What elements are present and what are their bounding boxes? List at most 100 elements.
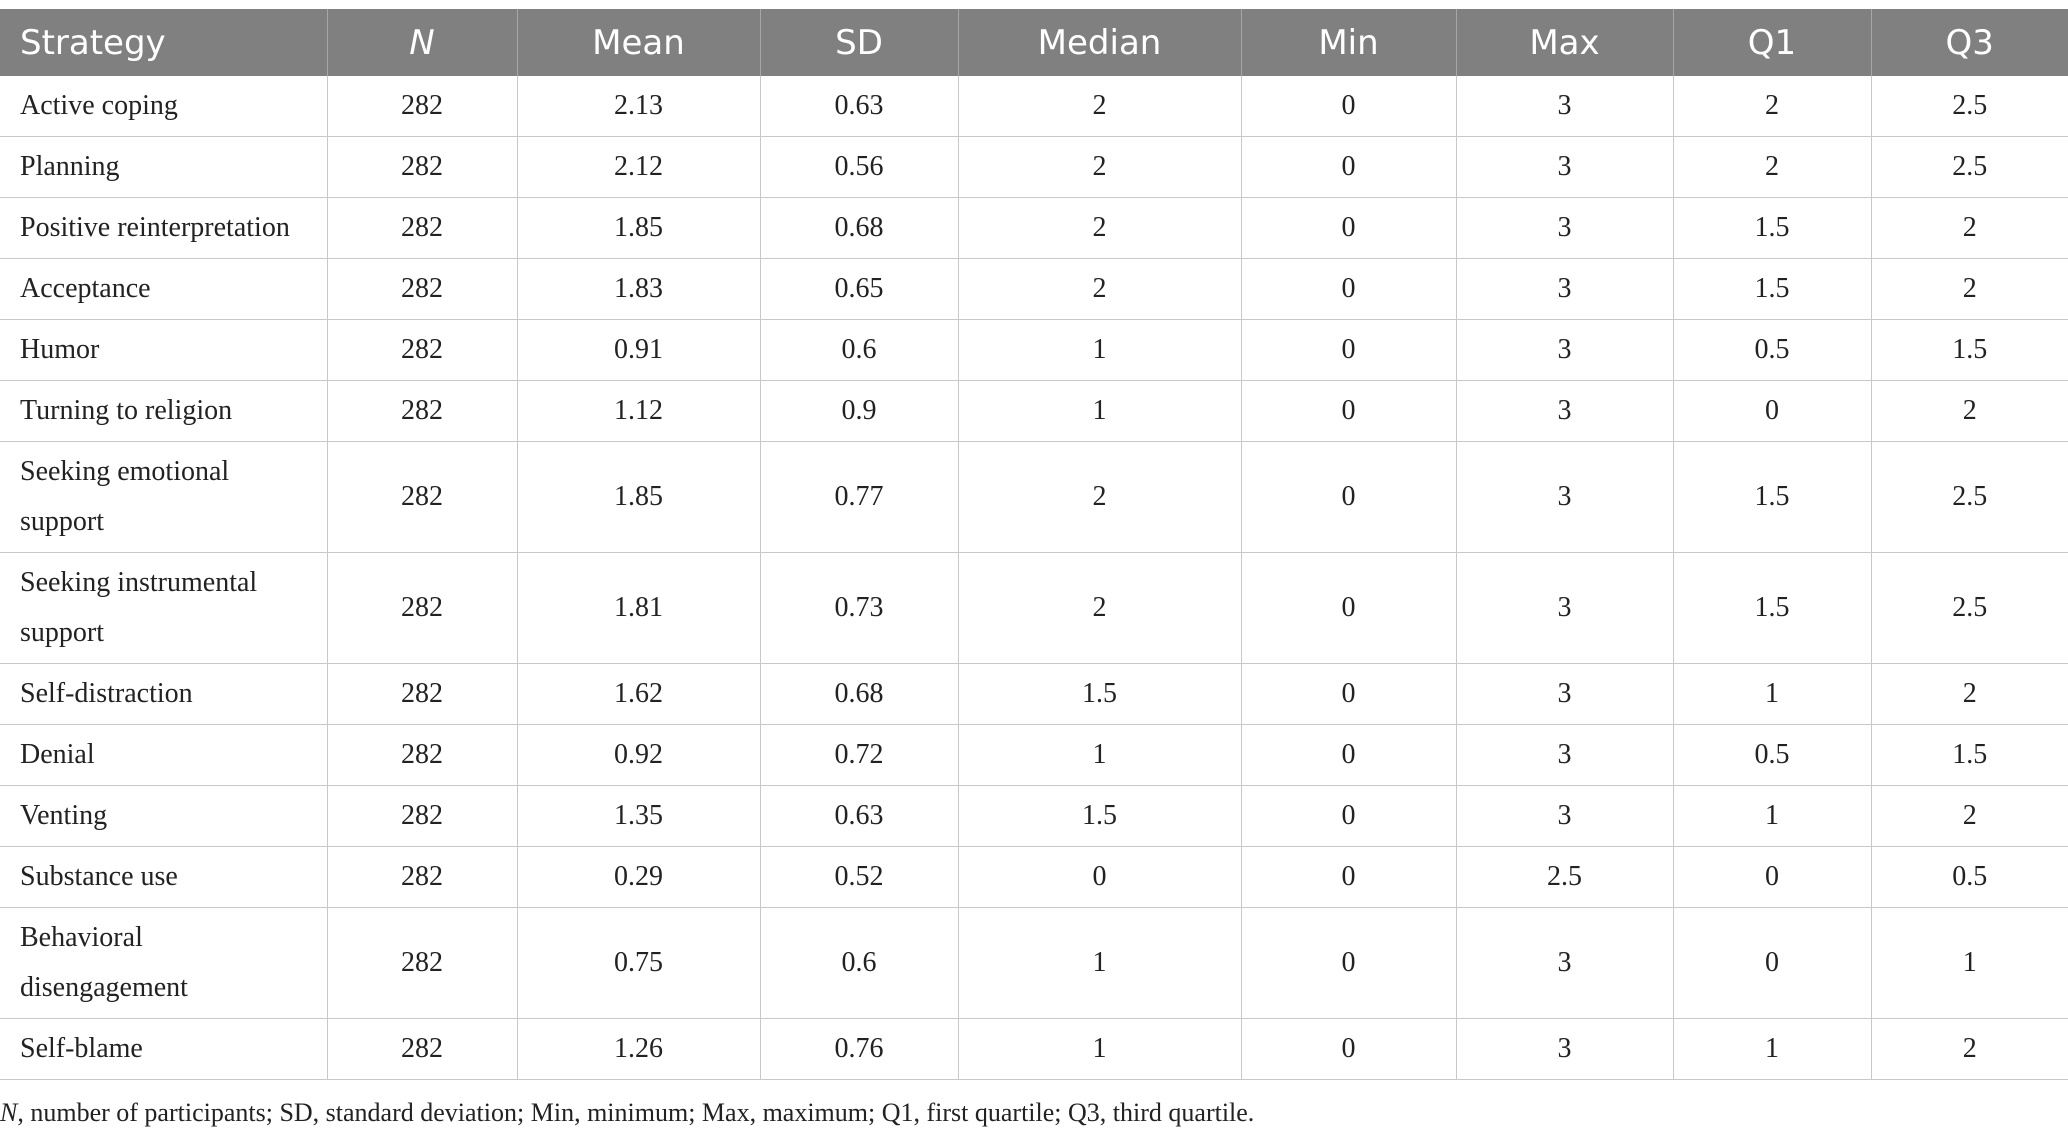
cell-max: 3 — [1456, 76, 1674, 137]
table-row: Turning to religion 282 1.12 0.9 1 0 3 0 2 — [0, 380, 2068, 442]
cell-strategy: Self-distraction — [0, 663, 328, 725]
header-row: Strategy N Mean SD Median Min Max Q1 Q3 — [0, 9, 2068, 76]
cell-min: 0 — [1241, 441, 1457, 553]
cell-n: 282 — [327, 724, 518, 786]
cell-strategy: Venting — [0, 785, 328, 847]
cell-mean: 1.81 — [517, 552, 761, 664]
cell-q1: 1.5 — [1673, 197, 1872, 259]
table-body: Active coping 282 2.13 0.63 2 0 3 2 2.5 Planning 2… — [0, 76, 2068, 1080]
cell-min: 0 — [1241, 258, 1457, 320]
cell-sd: 0.63 — [760, 76, 959, 137]
footnote-text: , number of participants; SD, standard d… — [17, 1098, 1255, 1127]
cell-q3: 2 — [1871, 1018, 2068, 1080]
table-row: Planning 282 2.12 0.56 2 0 3 2 2.5 — [0, 136, 2068, 198]
cell-strategy: Substance use — [0, 846, 328, 908]
cell-strategy: Positive reinterpretation — [0, 197, 328, 259]
cell-strategy: Turning to religion — [0, 380, 328, 442]
cell-median: 2 — [958, 552, 1242, 664]
cell-n: 282 — [327, 1018, 518, 1080]
cell-mean: 0.91 — [517, 319, 761, 381]
table-footnote: N, number of participants; SD, standard … — [0, 1098, 1254, 1128]
header-max: Max — [1456, 9, 1674, 76]
cell-strategy: Humor — [0, 319, 328, 381]
cell-max: 3 — [1456, 380, 1674, 442]
cell-mean: 1.83 — [517, 258, 761, 320]
stats-table-container: Strategy N Mean SD Median Min Max Q1 Q3 … — [0, 9, 2068, 1080]
cell-q3: 2 — [1871, 785, 2068, 847]
cell-n: 282 — [327, 907, 518, 1019]
cell-sd: 0.6 — [760, 319, 959, 381]
table-row: Self-distraction 282 1.62 0.68 1.5 0 3 1 2 — [0, 663, 2068, 725]
cell-q1: 1 — [1673, 663, 1872, 725]
cell-median: 1 — [958, 319, 1242, 381]
cell-min: 0 — [1241, 76, 1457, 137]
cell-max: 3 — [1456, 552, 1674, 664]
cell-mean: 2.13 — [517, 76, 761, 137]
cell-q1: 2 — [1673, 136, 1872, 198]
cell-mean: 1.85 — [517, 441, 761, 553]
cell-q1: 0.5 — [1673, 724, 1872, 786]
cell-q3: 0.5 — [1871, 846, 2068, 908]
header-median: Median — [958, 9, 1242, 76]
cell-min: 0 — [1241, 319, 1457, 381]
cell-mean: 1.26 — [517, 1018, 761, 1080]
cell-sd: 0.6 — [760, 907, 959, 1019]
cell-median: 1.5 — [958, 785, 1242, 847]
cell-min: 0 — [1241, 785, 1457, 847]
cell-sd: 0.73 — [760, 552, 959, 664]
cell-mean: 2.12 — [517, 136, 761, 198]
cell-min: 0 — [1241, 136, 1457, 198]
table-row: Seeking emotional support 282 1.85 0.77 2 0 3 1… — [0, 441, 2068, 553]
cell-n: 282 — [327, 380, 518, 442]
cell-min: 0 — [1241, 1018, 1457, 1080]
coping-strategies-table: Strategy N Mean SD Median Min Max Q1 Q3 … — [0, 9, 2068, 1080]
header-q1: Q1 — [1673, 9, 1872, 76]
cell-q1: 1.5 — [1673, 441, 1872, 553]
cell-sd: 0.9 — [760, 380, 959, 442]
table-row: Denial 282 0.92 0.72 1 0 3 0.5 1.5 — [0, 724, 2068, 786]
cell-q3: 2 — [1871, 258, 2068, 320]
cell-median: 1 — [958, 380, 1242, 442]
cell-sd: 0.68 — [760, 663, 959, 725]
cell-min: 0 — [1241, 663, 1457, 725]
table-row: Acceptance 282 1.83 0.65 2 0 3 1.5 2 — [0, 258, 2068, 320]
cell-median: 2 — [958, 258, 1242, 320]
cell-median: 0 — [958, 846, 1242, 908]
cell-q3: 2.5 — [1871, 441, 2068, 553]
cell-max: 3 — [1456, 724, 1674, 786]
cell-strategy: Seeking emotional support — [0, 441, 328, 553]
cell-n: 282 — [327, 663, 518, 725]
cell-q1: 0.5 — [1673, 319, 1872, 381]
cell-mean: 1.62 — [517, 663, 761, 725]
cell-min: 0 — [1241, 380, 1457, 442]
cell-strategy: Acceptance — [0, 258, 328, 320]
cell-max: 2.5 — [1456, 846, 1674, 908]
cell-strategy: Self-blame — [0, 1018, 328, 1080]
cell-q1: 2 — [1673, 76, 1872, 137]
cell-min: 0 — [1241, 197, 1457, 259]
cell-sd: 0.68 — [760, 197, 959, 259]
table-row: Behavioral disengagement 282 0.75 0.6 1 0 3 0 1 — [0, 907, 2068, 1019]
cell-max: 3 — [1456, 258, 1674, 320]
cell-q1: 1.5 — [1673, 552, 1872, 664]
cell-q3: 2.5 — [1871, 552, 2068, 664]
table-row: Active coping 282 2.13 0.63 2 0 3 2 2.5 — [0, 76, 2068, 137]
cell-median: 1 — [958, 907, 1242, 1019]
cell-strategy: Planning — [0, 136, 328, 198]
cell-median: 1.5 — [958, 663, 1242, 725]
cell-sd: 0.77 — [760, 441, 959, 553]
cell-q3: 1 — [1871, 907, 2068, 1019]
cell-n: 282 — [327, 136, 518, 198]
cell-strategy: Seeking instrumental support — [0, 552, 328, 664]
header-sd: SD — [760, 9, 959, 76]
cell-q3: 2 — [1871, 197, 2068, 259]
cell-mean: 1.12 — [517, 380, 761, 442]
cell-median: 2 — [958, 441, 1242, 553]
cell-n: 282 — [327, 258, 518, 320]
cell-q3: 1.5 — [1871, 319, 2068, 381]
cell-mean: 1.85 — [517, 197, 761, 259]
cell-max: 3 — [1456, 441, 1674, 553]
cell-q1: 0 — [1673, 380, 1872, 442]
cell-median: 2 — [958, 76, 1242, 137]
cell-q1: 1 — [1673, 785, 1872, 847]
